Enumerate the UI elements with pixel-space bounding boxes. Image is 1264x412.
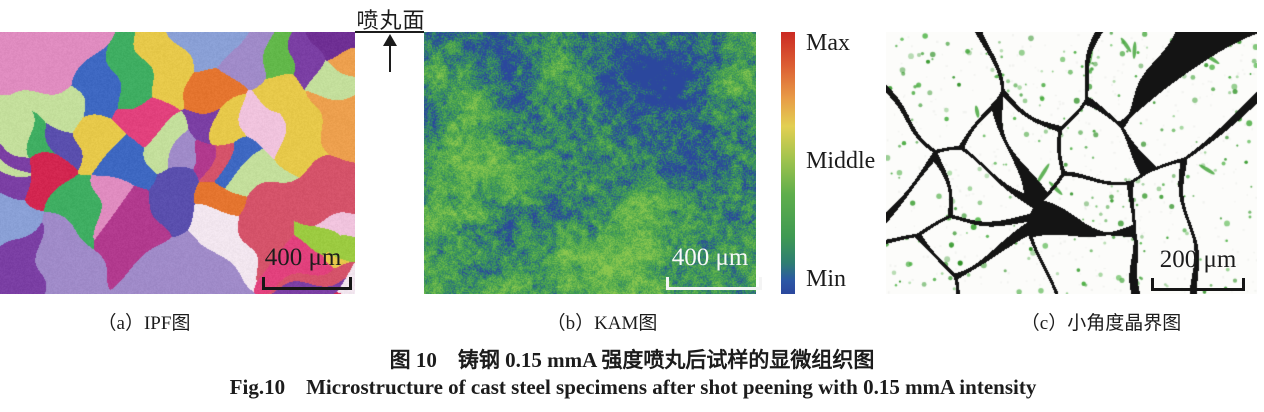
- colorbar-max-label: Max: [806, 30, 850, 56]
- ipf-scale-bar: [262, 277, 352, 290]
- lagb-scale-bar-label: 200 μm: [1159, 246, 1237, 273]
- ipf-scale-bar-label: 400 μm: [264, 244, 342, 271]
- lagb-map-image: [886, 32, 1257, 294]
- panel-c-caption: （c）小角度晶界图: [1020, 313, 1182, 334]
- kam-map-image: [424, 32, 756, 294]
- lagb-scale-bar: [1151, 278, 1245, 291]
- figure-caption-english: Fig.10 Microstructure of cast steel spec…: [229, 375, 1037, 399]
- colorbar-middle-label: Middle: [806, 148, 876, 174]
- kam-colorbar: [781, 32, 795, 294]
- surface-indicator-line: [355, 31, 424, 33]
- shot-peening-surface-label: 喷丸面: [356, 8, 426, 33]
- kam-scale-bar-label: 400 μm: [671, 244, 749, 271]
- up-arrow-shaft: [389, 45, 391, 72]
- colorbar-min-label: Min: [806, 266, 847, 292]
- figure-caption-chinese: 图 10 铸钢 0.15 mmA 强度喷丸后试样的显微组织图: [389, 348, 875, 372]
- kam-scale-bar: [666, 277, 762, 290]
- panel-b-caption: （b）KAM图: [546, 313, 658, 334]
- ipf-map-image: [0, 32, 355, 294]
- up-arrow-icon: [383, 34, 397, 46]
- panel-a-caption: （a）IPF图: [97, 313, 191, 334]
